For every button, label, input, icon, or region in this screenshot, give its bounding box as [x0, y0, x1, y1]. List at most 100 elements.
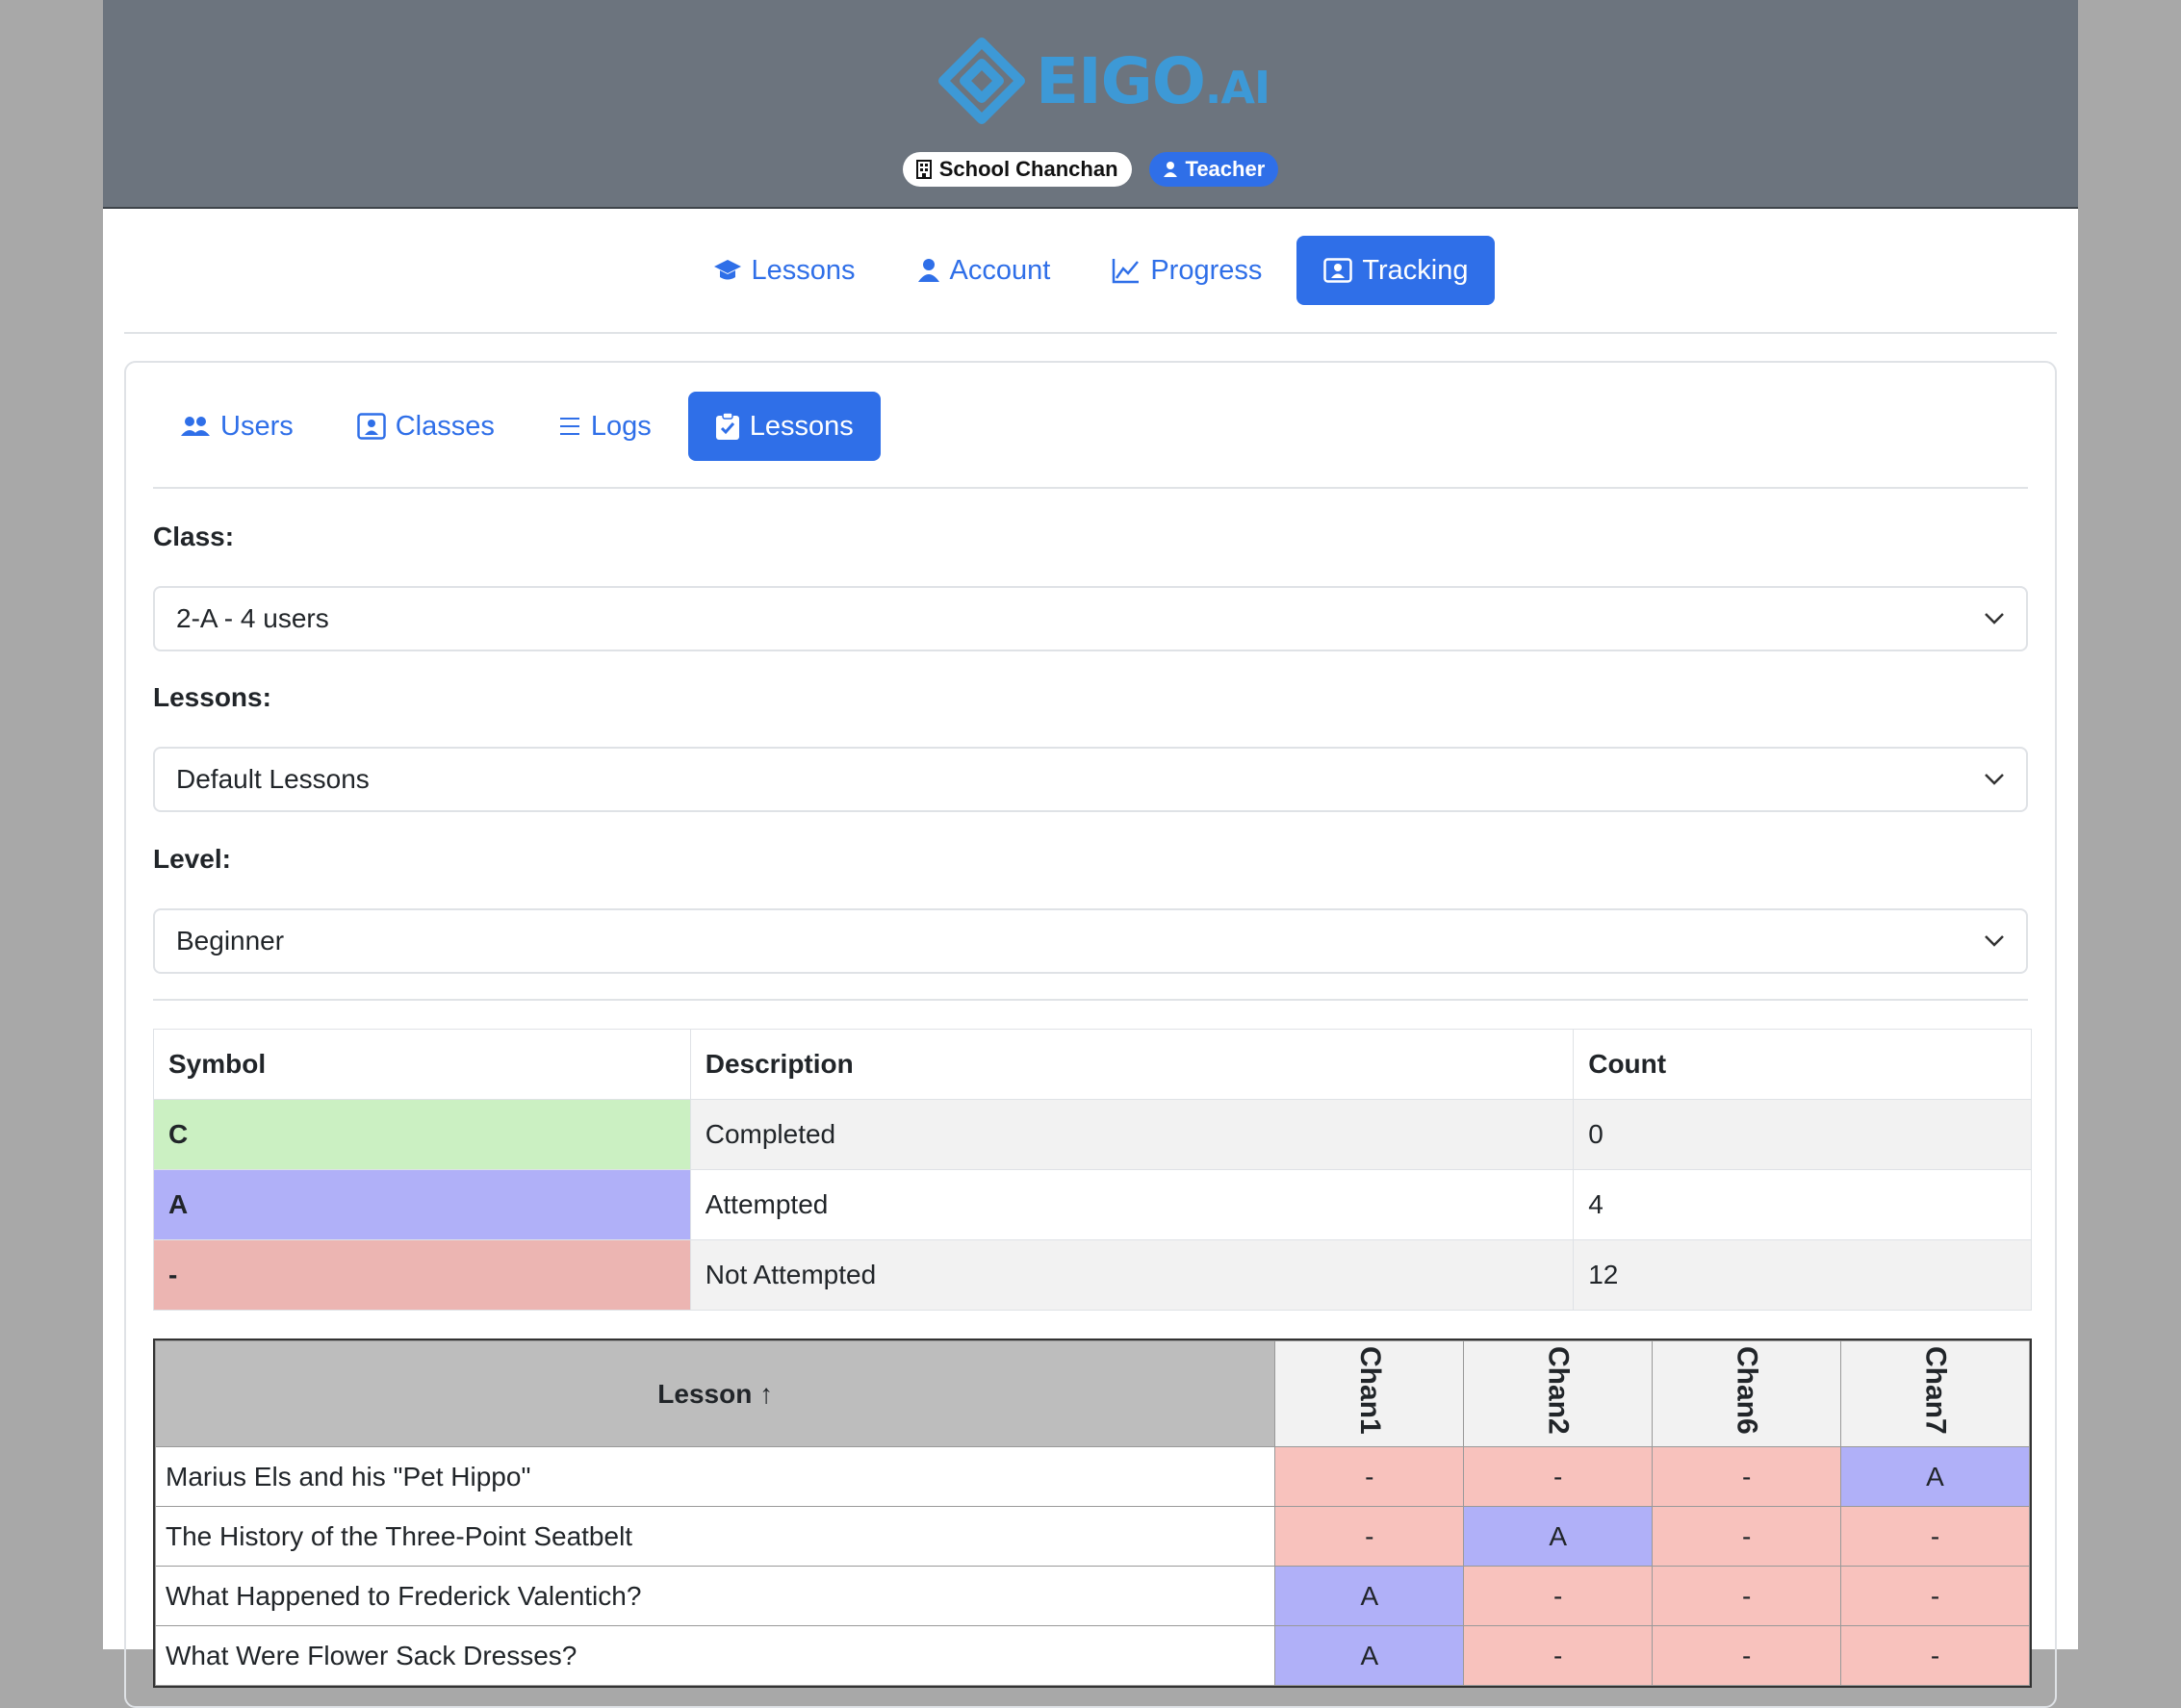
legend-header-row: Symbol Description Count [153, 1029, 2032, 1100]
status-cell: A [1274, 1566, 1465, 1626]
user-column-header[interactable]: Chan7 [1840, 1340, 2030, 1447]
legend-row: - Not Attempted 12 [153, 1239, 2032, 1311]
legend-description: Not Attempted [689, 1239, 1575, 1311]
status-cell: A [1463, 1506, 1654, 1567]
status-cell: - [1652, 1625, 1842, 1686]
logo-text: EIGO.AI [1036, 44, 1270, 118]
tab-lessons[interactable]: Lessons [687, 392, 881, 461]
legend-count: 12 [1573, 1239, 2032, 1311]
divider [153, 487, 2028, 489]
status-cell: - [1463, 1446, 1654, 1507]
tab-users[interactable]: Users [153, 392, 321, 461]
nav-tracking[interactable]: Tracking [1296, 236, 1496, 305]
tab-logs-label: Logs [590, 410, 652, 442]
user-name: Chan2 [1542, 1346, 1575, 1435]
legend-description: Attempted [689, 1169, 1575, 1240]
lesson-column-header[interactable]: Lesson ↑ [155, 1340, 1276, 1447]
tracking-card: Users Classes Logs Lessons Class: 2-A - … [124, 361, 2057, 1708]
tab-lessons-label: Lessons [749, 410, 854, 442]
status-cell: - [1463, 1566, 1654, 1626]
role-badge: Teacher [1148, 152, 1279, 187]
id-card-icon [356, 413, 386, 440]
user-column-header[interactable]: Chan1 [1274, 1340, 1465, 1447]
nav-progress-label: Progress [1150, 254, 1263, 286]
school-name: School Chanchan [938, 157, 1118, 181]
nav-account[interactable]: Account [890, 236, 1078, 305]
legend-table: Symbol Description Count C Completed 0 A… [153, 1029, 2032, 1311]
users-icon [181, 417, 210, 436]
tab-logs[interactable]: Logs [531, 392, 679, 461]
table-row: What Happened to Frederick Valentich? A … [155, 1566, 2030, 1626]
class-select-value: 2-A - 4 users [176, 603, 329, 633]
user-column-header[interactable]: Chan2 [1463, 1340, 1654, 1447]
legend-header-symbol: Symbol [153, 1029, 691, 1100]
divider [153, 999, 2028, 1001]
building-icon [915, 160, 932, 179]
chevron-down-icon [1985, 613, 2004, 625]
lesson-name: What Happened to Frederick Valentich? [155, 1566, 1276, 1626]
main-nav: Lessons Account Progress Tracking [103, 236, 2078, 305]
status-cell: - [1274, 1506, 1465, 1567]
user-name: Chan7 [1919, 1346, 1952, 1435]
tracking-header-row: Lesson ↑ Chan1 Chan2 Chan6 Chan7 [155, 1340, 2030, 1447]
tracking-table: Lesson ↑ Chan1 Chan2 Chan6 Chan7 Marius … [155, 1340, 2030, 1686]
tab-users-label: Users [220, 410, 294, 442]
legend-row: A Attempted 4 [153, 1169, 2032, 1240]
level-select[interactable]: Beginner [153, 908, 2028, 974]
user-icon [917, 259, 939, 282]
status-cell: - [1840, 1625, 2030, 1686]
nav-account-label: Account [949, 254, 1051, 286]
class-label: Class: [153, 522, 235, 551]
lessons-label: Lessons: [153, 682, 271, 712]
legend-description: Completed [689, 1099, 1575, 1170]
status-cell: - [1840, 1566, 2030, 1626]
school-badge: School Chanchan [902, 152, 1132, 187]
legend-header-count: Count [1573, 1029, 2032, 1100]
status-cell: - [1463, 1625, 1654, 1686]
status-cell: - [1652, 1566, 1842, 1626]
brand-name: EIGO [1036, 43, 1206, 118]
header: EIGO.AI School Chanchan Teacher [103, 0, 2078, 209]
table-row: Marius Els and his "Pet Hippo" - - - A [155, 1446, 2030, 1507]
nav-tracking-label: Tracking [1362, 254, 1469, 286]
id-card-icon [1323, 258, 1353, 283]
class-select[interactable]: 2-A - 4 users [153, 586, 2028, 651]
legend-row: C Completed 0 [153, 1099, 2032, 1170]
logo-mark-icon [938, 38, 1025, 124]
lessons-select-value: Default Lessons [176, 764, 370, 794]
tab-classes[interactable]: Classes [330, 392, 522, 461]
graduation-cap-icon [713, 260, 741, 280]
legend-symbol: - [153, 1239, 691, 1311]
nav-lessons-label: Lessons [751, 254, 856, 286]
legend-symbol: C [153, 1099, 691, 1170]
brand-suffix: .AI [1204, 61, 1270, 114]
user-name: Chan6 [1731, 1346, 1763, 1435]
status-cell: A [1274, 1625, 1465, 1686]
sub-nav: Users Classes Logs Lessons [153, 392, 881, 461]
lesson-name: Marius Els and his "Pet Hippo" [155, 1446, 1276, 1507]
table-row: What Were Flower Sack Dresses? A - - - [155, 1625, 2030, 1686]
user-icon [1163, 162, 1177, 177]
role-name: Teacher [1185, 157, 1266, 181]
legend-count: 0 [1573, 1099, 2032, 1170]
nav-lessons[interactable]: Lessons [686, 236, 883, 305]
lesson-name: The History of the Three-Point Seatbelt [155, 1506, 1276, 1567]
legend-header-description: Description [689, 1029, 1575, 1100]
status-cell: - [1840, 1506, 2030, 1567]
divider [124, 332, 2057, 334]
eigo-logo[interactable]: EIGO.AI [936, 35, 1270, 127]
level-select-value: Beginner [176, 926, 285, 956]
status-cell: - [1652, 1506, 1842, 1567]
lessons-select[interactable]: Default Lessons [153, 747, 2028, 812]
chevron-down-icon [1985, 774, 2004, 785]
header-badges: School Chanchan Teacher [103, 152, 2078, 187]
status-cell: - [1274, 1446, 1465, 1507]
legend-symbol: A [153, 1169, 691, 1240]
legend-count: 4 [1573, 1169, 2032, 1240]
list-icon [559, 418, 579, 435]
lesson-name: What Were Flower Sack Dresses? [155, 1625, 1276, 1686]
table-row: The History of the Three-Point Seatbelt … [155, 1506, 2030, 1567]
page: EIGO.AI School Chanchan Teacher Lessons … [103, 0, 2078, 1708]
nav-progress[interactable]: Progress [1085, 236, 1289, 305]
user-column-header[interactable]: Chan6 [1652, 1340, 1842, 1447]
